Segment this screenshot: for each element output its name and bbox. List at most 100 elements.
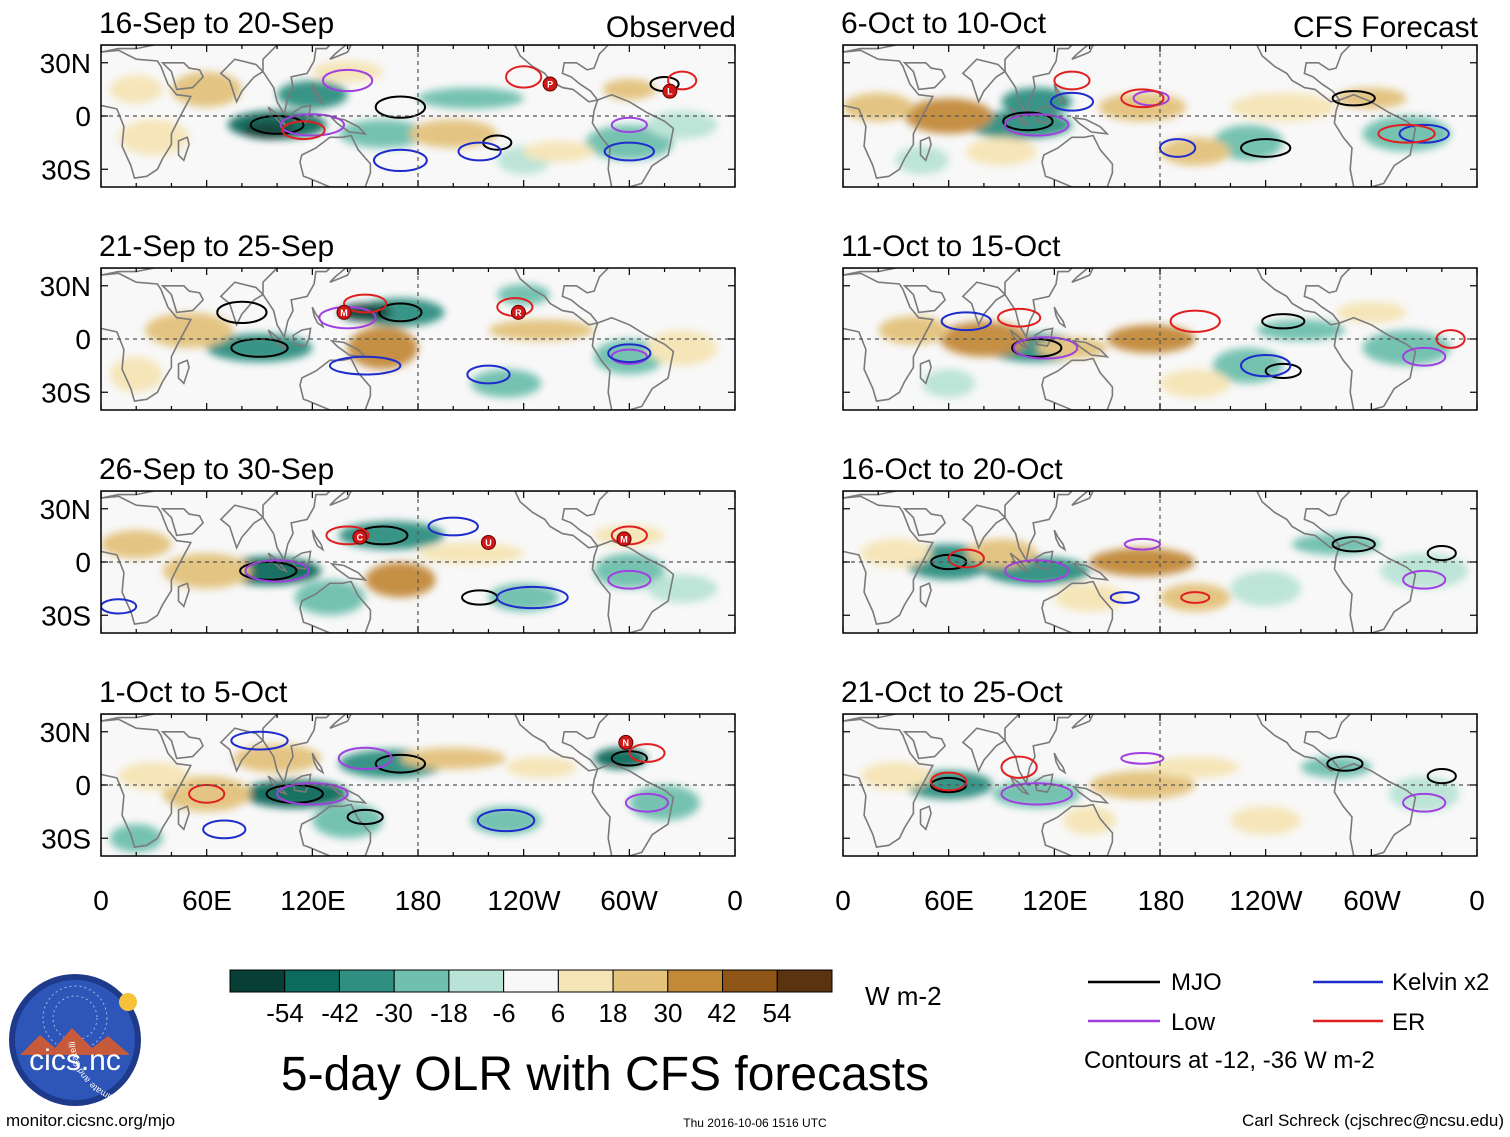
colorbar-swatch bbox=[338, 969, 395, 993]
coastline bbox=[902, 508, 947, 537]
colorbar-swatch bbox=[776, 969, 833, 993]
legend-label-kelvin: Kelvin x2 bbox=[1392, 969, 1489, 996]
map-panel: 21-Oct to 25-Oct bbox=[841, 676, 1478, 857]
map-panel: 21-Sep to 25-Sep 30N 0 30S bbox=[40, 230, 736, 411]
coastline bbox=[1071, 339, 1110, 358]
coastline bbox=[1053, 83, 1067, 106]
olr-anomaly bbox=[1063, 806, 1116, 835]
coastline bbox=[1333, 316, 1417, 410]
contour-kelvin bbox=[1398, 123, 1450, 144]
coastline bbox=[843, 491, 896, 499]
coastline bbox=[1053, 752, 1067, 775]
coastline bbox=[101, 495, 193, 625]
coastline bbox=[329, 116, 368, 135]
coastline bbox=[329, 714, 352, 729]
contour-kelvin bbox=[202, 819, 247, 840]
map-panel: 16-Oct to 20-Oct bbox=[841, 453, 1478, 634]
coastline bbox=[219, 281, 265, 327]
lon-label: 60W bbox=[1343, 885, 1401, 916]
storm-letter: M bbox=[620, 534, 628, 544]
map-panel: 11-Oct to 15-Oct bbox=[841, 230, 1478, 411]
olr-anomaly bbox=[602, 78, 656, 101]
storm-marker: L bbox=[662, 83, 678, 99]
contour-er bbox=[930, 771, 968, 792]
cyclone-icon bbox=[480, 534, 496, 550]
panel-title: 16-Sep to 20-Sep bbox=[99, 7, 334, 40]
lon-label: 60E bbox=[924, 885, 974, 916]
contour-er bbox=[1053, 70, 1091, 91]
contour-mjo bbox=[230, 338, 289, 358]
olr-anomaly bbox=[347, 326, 418, 370]
coastline bbox=[514, 714, 610, 772]
forecast-label: CFS Forecast bbox=[1293, 11, 1479, 44]
coastline bbox=[311, 306, 325, 329]
coastline bbox=[1333, 762, 1417, 856]
coastline bbox=[267, 552, 289, 573]
legend: MJO Kelvin x2 Low ER Contours at -12, -3… bbox=[1084, 969, 1489, 1074]
contour-mjo bbox=[1331, 90, 1376, 107]
colorbar-swatch bbox=[229, 969, 286, 993]
olr-anomaly bbox=[206, 333, 313, 363]
coastline bbox=[514, 45, 610, 103]
contour-low bbox=[276, 782, 349, 806]
coastline bbox=[329, 268, 352, 283]
cyclone-icon bbox=[336, 304, 352, 320]
contour-mjo bbox=[378, 302, 423, 323]
contour-mjo bbox=[1240, 138, 1292, 158]
coastline bbox=[262, 268, 332, 340]
coastline bbox=[329, 45, 352, 60]
coastline bbox=[1256, 491, 1352, 549]
olr-anomaly bbox=[294, 579, 366, 616]
contour-mjo bbox=[1426, 768, 1457, 785]
contour-mjo bbox=[1264, 362, 1302, 380]
panel-title: 16-Oct to 20-Oct bbox=[841, 453, 1063, 486]
legend-label-mjo: MJO bbox=[1171, 969, 1222, 996]
olr-anomaly bbox=[506, 756, 577, 778]
coastline bbox=[843, 45, 896, 53]
lon-label: 0 bbox=[835, 885, 851, 916]
lon-label: 180 bbox=[395, 885, 442, 916]
coastline bbox=[591, 316, 675, 410]
mountain-icon bbox=[20, 1028, 130, 1055]
coastline bbox=[1053, 306, 1067, 329]
coastline bbox=[1041, 357, 1114, 410]
coastline bbox=[311, 529, 325, 552]
storm-marker: M bbox=[336, 304, 352, 320]
contour-kelvin bbox=[607, 343, 652, 364]
coastline bbox=[101, 268, 154, 276]
coastline bbox=[919, 805, 932, 831]
olr-anomaly bbox=[878, 315, 949, 345]
olr-anomaly bbox=[646, 110, 718, 140]
colorbar-swatch bbox=[667, 969, 724, 993]
olr-anomaly bbox=[1336, 87, 1407, 109]
lat-label: 0 bbox=[75, 770, 91, 801]
lat-label: 0 bbox=[75, 101, 91, 132]
lon-label: 0 bbox=[727, 885, 743, 916]
olr-anomaly bbox=[966, 110, 1072, 140]
olr-anomaly bbox=[860, 761, 932, 791]
lon-label: 120W bbox=[1229, 885, 1303, 916]
panel-title: 1-Oct to 5-Oct bbox=[99, 676, 288, 709]
colorbar-tick: 6 bbox=[551, 998, 565, 1028]
coastline bbox=[1333, 539, 1417, 633]
contour-low bbox=[279, 113, 346, 137]
panel-title: 26-Sep to 30-Sep bbox=[99, 453, 334, 486]
lon-label: 60E bbox=[182, 885, 232, 916]
contour-kelvin bbox=[230, 730, 289, 751]
contour-kelvin bbox=[476, 808, 536, 833]
cyclone-icon bbox=[616, 531, 632, 547]
coastline bbox=[1034, 327, 1054, 347]
lon-label: 180 bbox=[1138, 885, 1185, 916]
olr-anomaly bbox=[400, 747, 507, 770]
coastline bbox=[1041, 134, 1114, 187]
olr-anomaly bbox=[1160, 369, 1231, 398]
coastline bbox=[591, 93, 675, 187]
olr-anomaly bbox=[1212, 347, 1284, 384]
coastline bbox=[292, 773, 312, 793]
coastline bbox=[160, 508, 205, 537]
coastline bbox=[1041, 803, 1114, 856]
coastline bbox=[1071, 785, 1110, 804]
colorbar-swatch bbox=[557, 969, 614, 993]
lat-label: 30N bbox=[40, 494, 91, 525]
website-link[interactable]: monitor.cicsnc.org/mjo bbox=[6, 1111, 175, 1130]
